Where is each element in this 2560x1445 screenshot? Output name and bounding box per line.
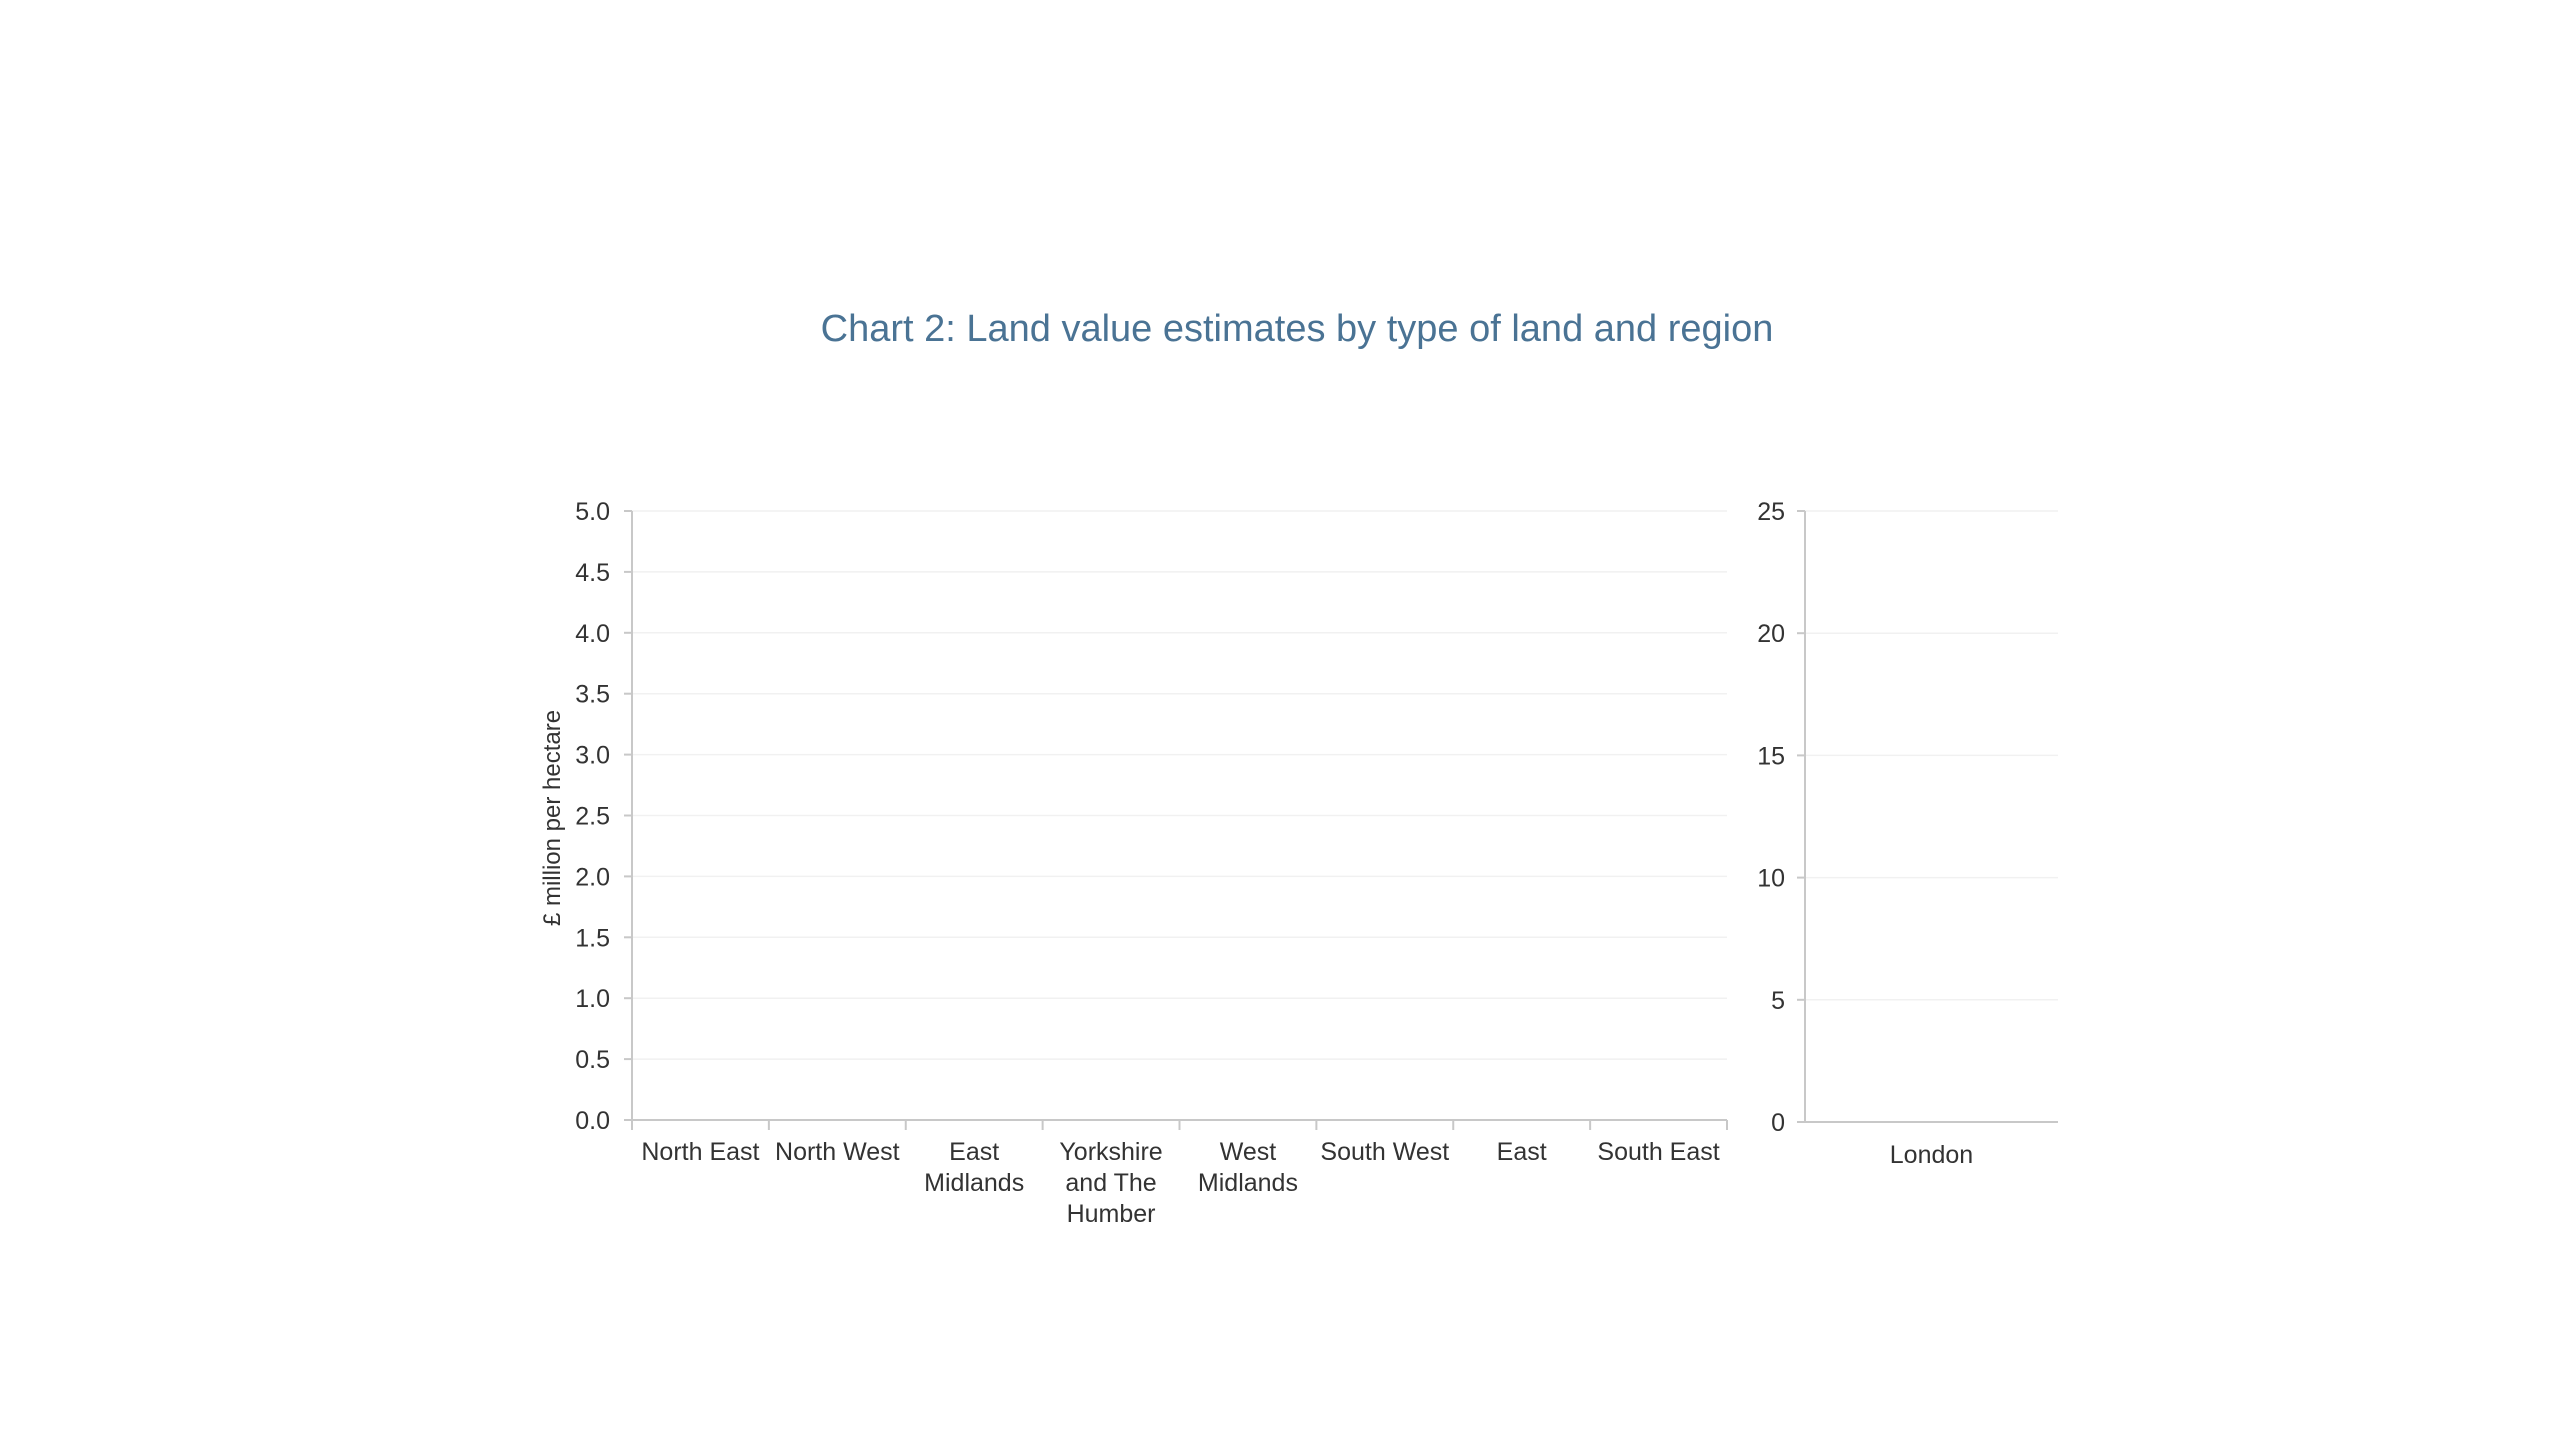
- category-label-line: West: [1220, 1138, 1277, 1166]
- left-y-tick-label: 3.5: [575, 681, 610, 709]
- category-label: South East: [1597, 1138, 1719, 1166]
- category-label: West Midlands: [1198, 1138, 1298, 1197]
- left-y-tick-label: 4.0: [575, 620, 610, 648]
- category-label: Yorkshire and The Humber: [1059, 1138, 1162, 1228]
- category-label: South West: [1320, 1138, 1449, 1166]
- right-y-tick-label: 5: [1771, 987, 1785, 1015]
- left-y-tick-label: 2.0: [575, 863, 610, 891]
- right-panel: 0 5 10 15 20 25 London: [1757, 498, 2058, 1169]
- category-label-line: North West: [775, 1138, 900, 1166]
- category-label: North East: [641, 1138, 759, 1166]
- y-axis-label-left: £ million per hectare: [539, 710, 566, 926]
- category-label-line: South East: [1597, 1138, 1719, 1166]
- left-y-tick-label: 5.0: [575, 498, 610, 526]
- category-label: London: [1890, 1141, 1973, 1169]
- category-label-line: Yorkshire: [1059, 1138, 1162, 1166]
- right-y-tick-label: 10: [1757, 865, 1785, 893]
- right-y-tick-label: 20: [1757, 620, 1785, 648]
- category-label: East: [1497, 1138, 1547, 1166]
- category-label-line: East: [1497, 1138, 1547, 1166]
- left-y-tick-label: 2.5: [575, 803, 610, 831]
- left-panel: 0.0 0.5 1.0 1.5 2.0 2.5 3.0 3.5 4.0 4.5 5.0 North E…: [575, 498, 1728, 1228]
- right-y-tick-label: 15: [1757, 742, 1785, 770]
- category-label: East Midlands: [924, 1138, 1024, 1197]
- category-label-line: Humber: [1067, 1200, 1156, 1228]
- category-label-line: East: [949, 1138, 999, 1166]
- left-y-tick-label: 3.0: [575, 742, 610, 770]
- left-y-tick-label: 1.5: [575, 924, 610, 952]
- left-y-tick-label: 0.0: [575, 1107, 610, 1135]
- category-label-line: South West: [1320, 1138, 1449, 1166]
- left-y-tick-label: 1.0: [575, 985, 610, 1013]
- category-label: North West: [775, 1138, 900, 1166]
- left-y-tick-label: 4.5: [575, 559, 610, 587]
- right-y-tick-label: 0: [1771, 1109, 1785, 1137]
- left-y-tick-label: 0.5: [575, 1046, 610, 1074]
- category-label-line: Midlands: [1198, 1169, 1298, 1197]
- chart-title: Chart 2: Land value estimates by type of…: [821, 308, 1774, 350]
- category-label-line: and The: [1065, 1169, 1156, 1197]
- category-label-line: Midlands: [924, 1169, 1024, 1197]
- right-y-tick-label: 25: [1757, 498, 1785, 526]
- category-label-line: North East: [641, 1138, 759, 1166]
- category-label-line: London: [1890, 1141, 1973, 1169]
